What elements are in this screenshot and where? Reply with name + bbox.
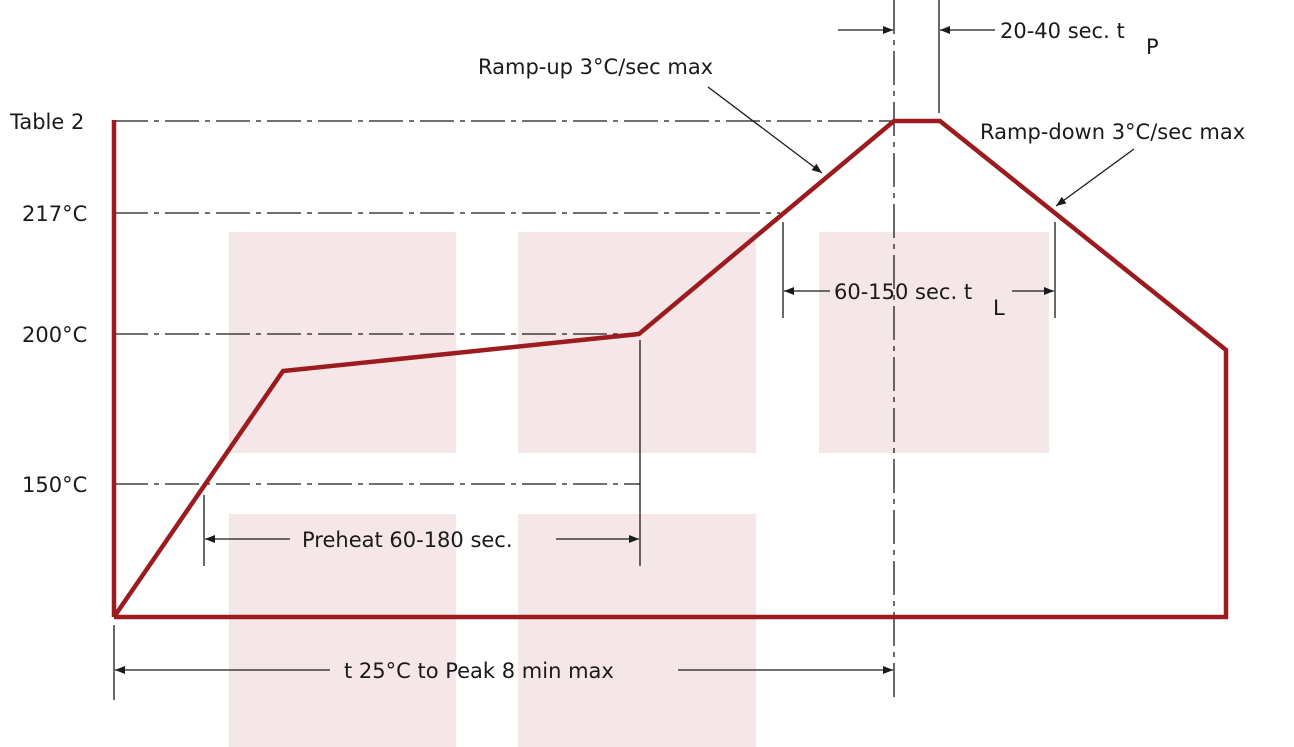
217c-label: 217°C [22, 202, 87, 226]
200c-label: 200°C [22, 323, 87, 347]
tl-subscript: L [993, 296, 1005, 320]
ramp-up-label: Ramp-up 3°C/sec max [478, 55, 713, 79]
temperature-profile-curve [112, 118, 1229, 620]
tp-label: 20-40 sec. t [1000, 19, 1125, 43]
ramp-down-label: Ramp-down 3°C/sec max [980, 120, 1245, 144]
150c-label: 150°C [22, 473, 87, 497]
tp-subscript: P [1146, 35, 1159, 59]
total-time-label: t 25°C to Peak 8 min max [344, 659, 614, 683]
ramp-down-leader-arrow [1055, 148, 1135, 207]
tl-label: 60-150 sec. t [834, 280, 972, 304]
preheat-label: Preheat 60-180 sec. [302, 528, 513, 552]
ramp-up-leader-arrow [707, 86, 823, 174]
peak-temperature-label: Table 2 [9, 110, 84, 134]
